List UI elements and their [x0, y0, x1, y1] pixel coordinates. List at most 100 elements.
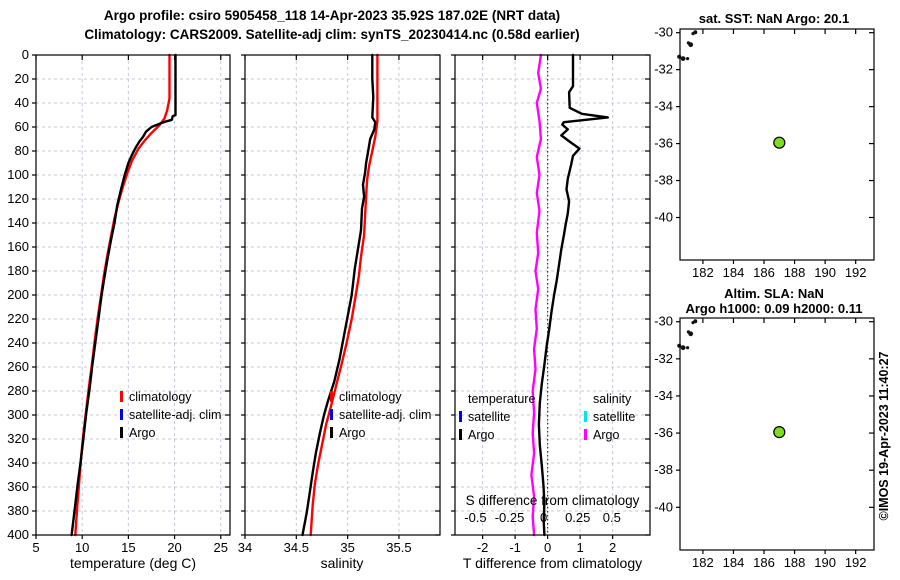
y-tick-label: 200 [7, 287, 29, 302]
x-tick-label: 15 [121, 540, 135, 555]
temperature-profile-panel: 5 10 15 20 25 0 20 40 60 80 100 120 140 160 180 200 220 2… [7, 47, 231, 555]
legend-label: satellite-adj. clim [129, 408, 222, 422]
x-tick-label: 184 [723, 265, 745, 280]
legend-header-salinity: salinity [593, 392, 632, 406]
legend-item-argo-t: Argo [459, 426, 535, 444]
x-tick-label: 35.5 [386, 540, 411, 555]
legend-label: satellite-adj. clim [339, 408, 432, 422]
y-tick-label: 360 [7, 479, 29, 494]
x-tick-label: 2 [609, 540, 616, 555]
coastline-dot [680, 56, 686, 61]
y-tick-label: 20 [15, 71, 29, 86]
legend-label: satellite [468, 410, 511, 424]
argo-line-swatch [330, 427, 333, 438]
legend-item-argo: Argo [330, 424, 431, 442]
y-tick-label: 380 [7, 503, 29, 518]
legend-label: climatology [129, 390, 192, 404]
coastline-dot [686, 330, 691, 334]
x-tick-label: 188 [784, 555, 806, 570]
satellite-adj-line-swatch [120, 409, 123, 420]
series-argo [301, 53, 377, 537]
x-tick-label: 10 [75, 540, 89, 555]
legend-item-satellite-s: satellite [584, 408, 635, 426]
s-difference-axis-label: S difference from climatology [465, 493, 640, 508]
y-tick-label: 400 [7, 527, 29, 542]
x-tick-label: 188 [784, 265, 806, 280]
x-tick-label: -1 [509, 540, 521, 555]
salinity-axis-label: salinity [320, 555, 364, 571]
coastline-dot [686, 41, 691, 45]
legend-item-satellite-adj-clim: satellite-adj. clim [330, 406, 431, 424]
series-s-diff-argo-clim [530, 53, 543, 537]
x-tick-label: 34.5 [284, 540, 309, 555]
y-tick-label: 220 [7, 311, 29, 326]
legend-item-argo-s: Argo [584, 426, 635, 444]
satellite-adj-line-swatch [330, 409, 333, 420]
legend-item-argo: Argo [120, 424, 221, 442]
secondary-x-tick-label: 0 [540, 510, 547, 525]
argo-t-line-swatch [459, 429, 462, 440]
y-tick-label: -34 [654, 388, 673, 403]
y-tick-label: 320 [7, 431, 29, 446]
y-tick-label: -36 [654, 425, 673, 440]
y-tick-label: -38 [654, 173, 673, 188]
x-tick-label: 20 [167, 540, 181, 555]
y-tick-label: -40 [654, 499, 673, 514]
series-climatology [309, 53, 379, 537]
x-tick-label: 35 [340, 540, 354, 555]
figure-title: Argo profile: csiro 5905458_118 14-Apr-2… [0, 6, 664, 44]
x-tick-label: 1 [577, 540, 584, 555]
y-tick-label: 60 [15, 119, 29, 134]
y-tick-label: -30 [654, 314, 673, 329]
argo-line-swatch [120, 427, 123, 438]
t-difference-axis-label: T difference from climatology [462, 555, 643, 571]
x-tick-label: 5 [32, 540, 39, 555]
legend-header-temperature: temperature [468, 392, 536, 406]
secondary-x-tick-label: 0.25 [565, 510, 590, 525]
climatology-line-swatch [120, 391, 123, 402]
y-tick-label: 260 [7, 359, 29, 374]
temperature-legend: climatology satellite-adj. clim Argo [120, 388, 221, 442]
y-tick-label: 140 [7, 215, 29, 230]
series-argo [70, 53, 177, 537]
y-tick-label: -32 [654, 351, 673, 366]
legend-item-climatology: climatology [330, 388, 431, 406]
x-tick-label: -2 [477, 540, 489, 555]
x-tick-label: 182 [692, 265, 714, 280]
legend-item-climatology: climatology [120, 388, 221, 406]
legend-label: Argo [339, 426, 366, 440]
sla-map-title: Altim. SLA: NaN Argo h1000: 0.09 h2000: … [655, 286, 893, 316]
argo-float-marker [773, 426, 786, 439]
figure-title-line1: Argo profile: csiro 5905458_118 14-Apr-2… [103, 8, 561, 23]
y-tick-label: -30 [654, 25, 673, 40]
y-tick-label: 340 [7, 455, 29, 470]
satellite-t-line-swatch [459, 411, 462, 422]
y-tick-label: 300 [7, 407, 29, 422]
coastline-dot [677, 343, 682, 348]
x-tick-label: 192 [845, 265, 867, 280]
x-tick-label: 190 [814, 265, 836, 280]
difference-legend-temperature: temperature satellite Argo [459, 390, 535, 444]
coastline-dot [693, 30, 698, 35]
x-tick-label: 192 [845, 555, 867, 570]
y-tick-label: 280 [7, 383, 29, 398]
y-tick-label: 0 [22, 47, 29, 62]
difference-legend-salinity: salinity satellite Argo [584, 390, 635, 444]
y-tick-label: 240 [7, 335, 29, 350]
legend-label: Argo [593, 428, 620, 442]
salinity-profile-panel: 34 34.5 35 35.5 [238, 53, 441, 555]
legend-label: satellite [593, 410, 636, 424]
coastline-dot [693, 319, 698, 324]
legend-label: climatology [339, 390, 402, 404]
y-tick-label: 180 [7, 263, 29, 278]
salinity-legend: climatology satellite-adj. clim Argo [330, 388, 431, 442]
secondary-x-tick-label: 0.5 [603, 510, 621, 525]
x-tick-label: 186 [753, 555, 775, 570]
y-tick-label: 80 [15, 143, 29, 158]
satellite-s-line-swatch [584, 411, 587, 422]
x-tick-label: 34 [238, 540, 252, 555]
y-tick-label: -40 [654, 209, 673, 224]
x-tick-label: 186 [753, 265, 775, 280]
legend-label: Argo [129, 426, 156, 440]
